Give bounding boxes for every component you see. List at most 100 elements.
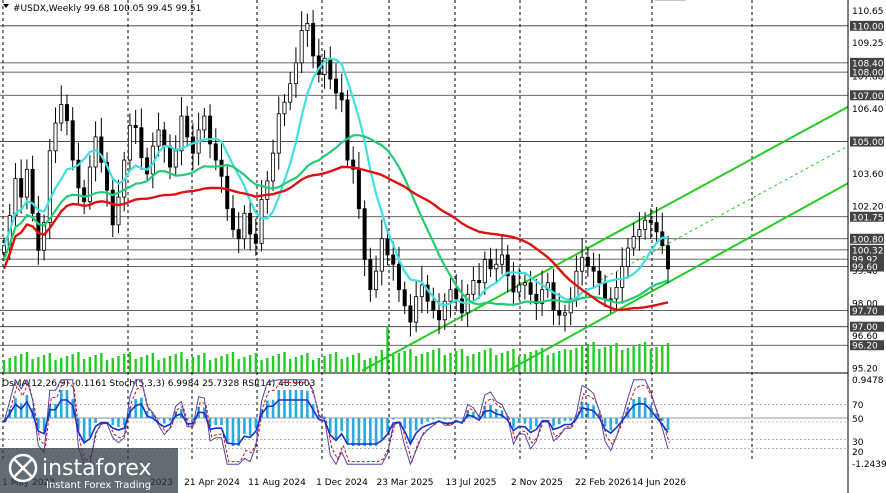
- osma-bar: [386, 418, 389, 432]
- ohlc-label: 99.68 100.05 99.45 99.51: [84, 4, 201, 14]
- candle-body: [505, 254, 510, 277]
- volume-bar: [180, 352, 183, 372]
- volume-bar: [609, 345, 612, 372]
- volume-bar: [643, 342, 647, 372]
- candle-body: [145, 157, 150, 175]
- candle-body: [351, 159, 356, 170]
- osma-bar: [37, 418, 40, 429]
- volume-bar: [563, 349, 567, 372]
- volume-bar: [71, 354, 74, 372]
- channel-lower-line: [507, 182, 849, 372]
- candle-body: [127, 124, 132, 161]
- volume-bar: [649, 349, 653, 372]
- price-tick: 110.65: [852, 7, 884, 17]
- candle-body: [482, 259, 487, 284]
- osma-bar: [82, 418, 86, 442]
- osma-bar: [586, 403, 590, 418]
- osma-bar: [208, 418, 212, 427]
- volume-bar: [409, 349, 412, 372]
- candle-body: [248, 212, 253, 235]
- volume-bar: [495, 355, 498, 372]
- osma-bar: [111, 418, 115, 425]
- level-tag-bg: [850, 90, 884, 101]
- candle-body: [328, 57, 333, 80]
- volume-bar: [323, 356, 326, 372]
- candle-body: [333, 78, 338, 94]
- candle-body: [562, 312, 567, 316]
- level-tag-bg: [850, 321, 884, 332]
- volume-bar: [77, 352, 80, 372]
- volume-bar: [140, 357, 143, 372]
- time-label: 13 Jul 2025: [446, 478, 497, 488]
- osma-bar: [380, 418, 384, 439]
- candle-body: [494, 263, 499, 270]
- candle-body: [208, 115, 213, 145]
- candle-body: [265, 180, 270, 200]
- osma-bar: [449, 418, 452, 420]
- candle-body: [597, 270, 602, 284]
- osma-bar: [237, 418, 240, 446]
- volume-bar: [306, 353, 309, 372]
- volume-bar: [8, 358, 11, 372]
- candle-body: [339, 92, 344, 101]
- volume-bar: [472, 354, 475, 372]
- main-grid: [2, 0, 753, 460]
- level-tag: 110.00: [852, 22, 884, 32]
- osma-bar: [437, 417, 441, 418]
- osma-bar: [666, 418, 670, 430]
- volume-bar: [437, 348, 441, 372]
- candle-body: [225, 175, 230, 210]
- candle-body: [202, 115, 207, 131]
- osma-bar: [271, 399, 275, 418]
- horizontal-levels: [0, 25, 848, 346]
- osma-bar: [454, 417, 458, 418]
- volume-bar: [271, 356, 275, 372]
- level-tag-bg: [850, 136, 884, 147]
- candle-body: [271, 152, 276, 182]
- candle-body: [431, 300, 436, 311]
- osma-bar: [306, 390, 309, 418]
- osma-bar: [140, 397, 143, 418]
- volume-bar: [580, 346, 584, 372]
- candle-body: [643, 219, 648, 230]
- volume-bar: [266, 358, 269, 372]
- volume-bar: [512, 349, 515, 372]
- volume-bar: [60, 358, 63, 372]
- candle-body: [259, 199, 264, 244]
- osma-bar: [168, 418, 172, 421]
- level-tag-bg: [850, 57, 884, 68]
- candle-body: [299, 30, 304, 64]
- volume-bar: [380, 350, 383, 372]
- level-tag: 96.20: [852, 342, 878, 352]
- osma-bar: [512, 418, 515, 428]
- candle-body: [591, 266, 596, 272]
- candle-body: [442, 300, 447, 321]
- osc-tick: 30: [852, 438, 864, 448]
- osma-bar: [157, 418, 160, 420]
- candle-body: [139, 127, 144, 159]
- volume-bar: [214, 358, 217, 372]
- osma-bar: [397, 418, 401, 419]
- osma-bar: [277, 390, 281, 418]
- osc-tick: 70: [852, 401, 864, 411]
- level-tag-bg: [850, 340, 884, 351]
- price-tick: 106.40: [852, 105, 884, 115]
- candle-body: [179, 115, 184, 152]
- candle-body: [488, 259, 493, 270]
- volume-bar: [105, 360, 109, 372]
- candle-body: [614, 286, 619, 300]
- candle-body: [42, 222, 47, 251]
- level-tag-bg: [850, 244, 884, 255]
- price-tick: 98.00: [852, 300, 878, 310]
- dropdown-triangle-icon[interactable]: [3, 4, 9, 8]
- volume-bar: [48, 353, 51, 372]
- candle-body: [110, 189, 115, 226]
- osma-bar: [529, 418, 532, 430]
- volume-bar: [237, 359, 240, 372]
- candle-body: [379, 238, 384, 272]
- candle-body: [585, 256, 590, 267]
- osma-bar: [25, 394, 29, 418]
- volume-bar: [208, 360, 212, 372]
- candle-body: [19, 178, 24, 198]
- osma-bar: [346, 418, 349, 444]
